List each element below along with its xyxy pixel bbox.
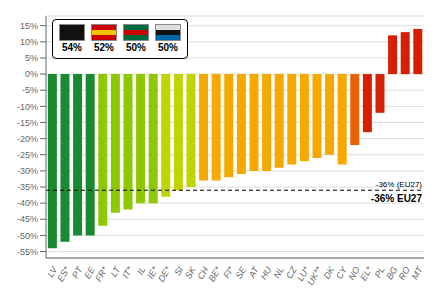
svg-text:CH: CH: [195, 265, 211, 282]
svg-text:AT: AT: [246, 265, 261, 280]
svg-text:SK: SK: [183, 264, 198, 280]
svg-text:-15%: -15%: [17, 118, 38, 128]
svg-text:SE: SE: [234, 264, 249, 280]
svg-text:CY: CY: [334, 265, 349, 281]
svg-text:-10%: -10%: [17, 102, 38, 112]
svg-text:LU*: LU*: [295, 265, 312, 283]
svg-text:NL: NL: [272, 265, 286, 280]
svg-text:DK: DK: [322, 264, 337, 281]
svg-text:-40%: -40%: [17, 198, 38, 208]
svg-text:IT*: IT*: [120, 265, 135, 280]
svg-text:LV: LV: [45, 265, 60, 280]
html-text:54%: 54%: [62, 42, 82, 53]
svg-text:10%: 10%: [20, 37, 38, 47]
html-text:50%: 50%: [126, 42, 146, 53]
svg-text:-20%: -20%: [17, 134, 38, 144]
svg-text:FR*: FR*: [93, 265, 110, 284]
svg-text:-35%: -35%: [17, 182, 38, 192]
svg-text:BE*: BE*: [206, 265, 223, 284]
svg-text:CZ: CZ: [284, 265, 299, 281]
svg-text:MT: MT: [409, 264, 425, 282]
svg-text:-5%: -5%: [22, 85, 38, 95]
svg-text:PT: PT: [70, 264, 85, 280]
svg-text:-50%: -50%: [17, 231, 38, 241]
html-text:50%: 50%: [158, 42, 178, 53]
svg-text:-30%: -30%: [17, 166, 38, 176]
svg-text:IE*: IE*: [145, 265, 160, 281]
svg-text:IL: IL: [135, 265, 148, 277]
svg-text:-36% EU27: -36% EU27: [371, 193, 423, 204]
svg-text:15%: 15%: [20, 21, 38, 31]
svg-text:HU: HU: [258, 265, 273, 282]
svg-text:SI: SI: [172, 265, 186, 278]
svg-text:DE*: DE*: [156, 265, 173, 284]
svg-text:EE: EE: [82, 265, 97, 281]
svg-text:-55%: -55%: [17, 247, 38, 257]
svg-text:5%: 5%: [25, 53, 38, 63]
svg-text:NO: NO: [346, 265, 362, 282]
svg-text:FI*: FI*: [221, 265, 236, 280]
svg-text:UK**: UK**: [305, 265, 324, 287]
svg-text:0%: 0%: [25, 69, 38, 79]
svg-text:-45%: -45%: [17, 214, 38, 224]
svg-text:PL: PL: [372, 265, 387, 280]
svg-text:ES*: ES*: [55, 265, 72, 284]
svg-text:RO: RO: [397, 265, 412, 282]
svg-text:-25%: -25%: [17, 150, 38, 160]
svg-text:-36% (EU27): -36% (EU27): [376, 180, 423, 189]
svg-text:EL*: EL*: [358, 265, 374, 283]
html-text:52%: 52%: [94, 42, 114, 53]
svg-text:BG: BG: [384, 265, 399, 281]
svg-text:LT: LT: [108, 265, 123, 279]
